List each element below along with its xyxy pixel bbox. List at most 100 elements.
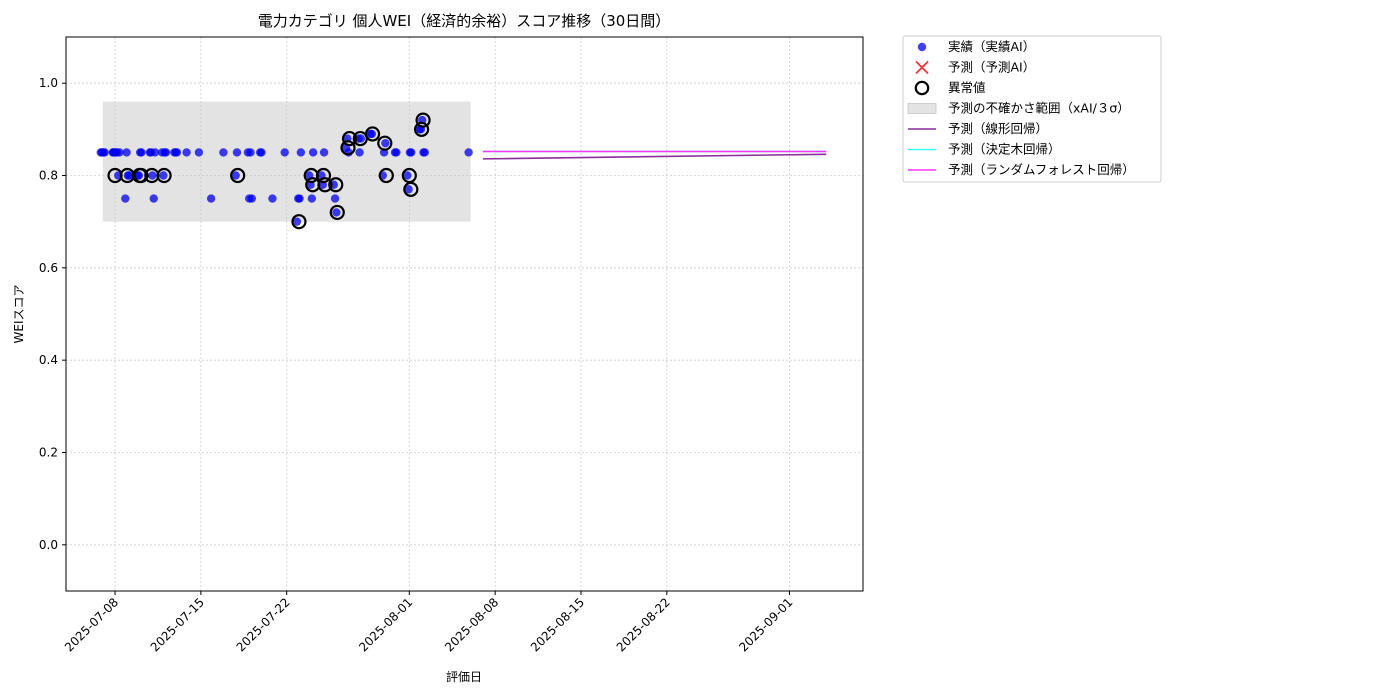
x-tick-label: 2025-08-01 bbox=[356, 595, 415, 654]
anomaly-marker bbox=[133, 167, 149, 184]
actual-data-point bbox=[206, 194, 216, 203]
legend-marker-actual bbox=[917, 42, 927, 52]
legend-entry: 実績（実績AI） bbox=[917, 39, 1035, 54]
legend-label: 予測（予測AI） bbox=[948, 60, 1035, 75]
anomaly-marker bbox=[413, 121, 430, 137]
actual-data-point bbox=[308, 148, 318, 157]
anomaly-marker-layer bbox=[107, 112, 431, 230]
legend-label: 予測（ランダムフォレスト回帰） bbox=[948, 162, 1135, 177]
actual-data-point bbox=[122, 148, 131, 157]
anomaly-marker bbox=[364, 126, 381, 142]
y-axis-label: WEIスコア bbox=[12, 285, 26, 344]
actual-data-point bbox=[115, 148, 124, 157]
actual-data-point bbox=[404, 185, 413, 194]
actual-data-point bbox=[150, 148, 160, 157]
actual-data-point bbox=[355, 148, 364, 157]
actual-data-point bbox=[307, 194, 317, 203]
y-tick-label: 1.0 bbox=[39, 76, 58, 90]
actual-data-point bbox=[219, 148, 228, 157]
legend-entry: 異常値 bbox=[914, 80, 986, 96]
actual-data-point bbox=[280, 148, 289, 157]
legend-label: 実績（実績AI） bbox=[948, 39, 1035, 54]
uncertainty-band-layer bbox=[102, 101, 471, 222]
anomaly-marker bbox=[403, 181, 419, 197]
legend-label: 異常値 bbox=[948, 80, 986, 95]
x-tick-label: 2025-07-15 bbox=[148, 595, 207, 654]
actual-data-point bbox=[257, 148, 266, 157]
y-tick-label: 0.6 bbox=[39, 261, 58, 275]
legend-label: 予測（決定木回帰） bbox=[948, 142, 1061, 157]
x-tick-label: 2025-07-08 bbox=[62, 595, 121, 654]
anomaly-marker bbox=[377, 135, 393, 151]
x-tick-label: 2025-07-22 bbox=[234, 595, 293, 654]
anomaly-marker bbox=[291, 214, 307, 230]
actual-data-point bbox=[232, 148, 242, 157]
legend-label: 予測の不確かさ範囲（xAI/３σ） bbox=[948, 101, 1130, 116]
actual-data-point bbox=[420, 148, 429, 157]
y-tick-label: 0.2 bbox=[39, 446, 58, 460]
actual-data-point bbox=[194, 148, 204, 157]
x-axis-label: 評価日 bbox=[446, 669, 482, 684]
actual-data-point bbox=[392, 148, 401, 157]
actual-data-point bbox=[137, 148, 146, 157]
anomaly-marker bbox=[341, 130, 358, 147]
actual-data-point bbox=[100, 148, 109, 157]
anomaly-marker bbox=[315, 167, 332, 184]
legend-entry: 予測（線形回帰） bbox=[908, 121, 1048, 136]
actual-data-point bbox=[148, 171, 157, 180]
anomaly-marker bbox=[378, 167, 394, 184]
actual-data-point bbox=[381, 138, 390, 148]
actual-point-layer bbox=[96, 115, 473, 226]
actual-data-point bbox=[319, 148, 329, 157]
actual-data-point bbox=[403, 171, 412, 180]
actual-data-point bbox=[332, 208, 341, 217]
y-tick-label: 0.4 bbox=[39, 353, 58, 367]
legend-marker-anomaly bbox=[914, 80, 930, 96]
actual-data-point bbox=[172, 148, 182, 157]
anomaly-marker bbox=[340, 140, 356, 156]
plot-frame bbox=[65, 36, 864, 592]
anomaly-marker bbox=[328, 177, 344, 193]
actual-data-point bbox=[246, 148, 255, 157]
legend-label: 予測（線形回帰） bbox=[948, 121, 1048, 136]
actual-data-point bbox=[268, 194, 277, 203]
prediction-line-layer bbox=[482, 150, 827, 160]
y-axis-ticks: 0.0 0.2 0.4 0.6 0.8 1.0 bbox=[39, 76, 66, 552]
x-tick-label: 2025-08-15 bbox=[528, 595, 587, 654]
actual-data-point bbox=[247, 194, 257, 203]
actual-data-point bbox=[108, 148, 118, 157]
actual-data-point bbox=[292, 217, 302, 226]
legend-entry: 予測（予測AI） bbox=[915, 60, 1035, 75]
actual-data-point bbox=[367, 129, 377, 139]
legend-entry: 予測の不確かさ範囲（xAI/３σ） bbox=[907, 101, 1130, 116]
anomaly-marker bbox=[329, 204, 345, 221]
actual-data-point bbox=[134, 171, 144, 180]
legend-entry: 予測（決定木回帰） bbox=[908, 142, 1061, 157]
anomaly-marker bbox=[156, 167, 172, 184]
x-axis-ticks: 2025-07-08 2025-07-15 2025-07-22 2025-08-01… bbox=[62, 591, 796, 654]
actual-data-point bbox=[464, 148, 473, 157]
actual-data-point bbox=[121, 194, 130, 203]
anomaly-marker bbox=[230, 167, 246, 184]
anomaly-marker bbox=[415, 112, 431, 128]
anomaly-marker bbox=[317, 177, 333, 193]
legend-marker-predicted bbox=[915, 60, 929, 75]
actual-data-point bbox=[356, 134, 366, 143]
actual-data-point bbox=[330, 194, 340, 203]
legend-marker-band bbox=[907, 103, 937, 114]
actual-data-point bbox=[161, 148, 171, 157]
actual-data-point bbox=[295, 194, 304, 203]
actual-data-point bbox=[407, 148, 416, 157]
x-tick-label: 2025-09-01 bbox=[736, 595, 795, 654]
x-tick-label: 2025-08-22 bbox=[614, 595, 673, 654]
linear-regression-line bbox=[482, 153, 827, 160]
legend-entry: 予測（ランダムフォレスト回帰） bbox=[908, 162, 1135, 177]
actual-data-point bbox=[125, 171, 134, 180]
actual-data-point bbox=[182, 148, 191, 157]
y-tick-label: 0.0 bbox=[39, 538, 58, 552]
actual-data-point bbox=[231, 171, 240, 180]
uncertainty-band bbox=[102, 101, 471, 222]
legend-frame bbox=[902, 35, 1162, 183]
